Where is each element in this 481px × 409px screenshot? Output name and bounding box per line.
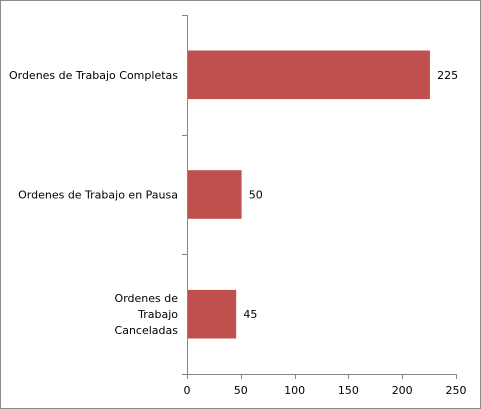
x-tick-label-1: 0: [184, 384, 191, 397]
x-tick-label-4: 150: [338, 384, 359, 397]
x-tick-label-2: 50: [234, 384, 248, 397]
data-label-1: 225: [437, 69, 458, 82]
category-label-3-line-2: Trabajo: [137, 308, 178, 321]
category-label-2: Ordenes de Trabajo en Pausa: [18, 189, 178, 202]
category-label-1: Ordenes de Trabajo Completas: [9, 69, 178, 82]
bar-1: [187, 50, 430, 100]
data-label-3: 45: [243, 308, 257, 321]
x-tick-label-3: 100: [284, 384, 305, 397]
bar-3: [187, 289, 237, 339]
category-label-3: Ordenes de Trabajo Canceladas: [115, 292, 179, 337]
data-label-2: 50: [249, 189, 263, 202]
category-label-2-line-1: Ordenes de Trabajo en Pausa: [18, 189, 178, 202]
x-tick-label-6: 250: [446, 384, 467, 397]
bar-2: [187, 170, 242, 219]
x-tick-label-5: 200: [392, 384, 413, 397]
category-label-3-line-3: Canceladas: [115, 324, 179, 337]
category-label-3-line-1: Ordenes de: [115, 292, 179, 305]
category-label-1-line-1: Ordenes de Trabajo Completas: [9, 69, 178, 82]
